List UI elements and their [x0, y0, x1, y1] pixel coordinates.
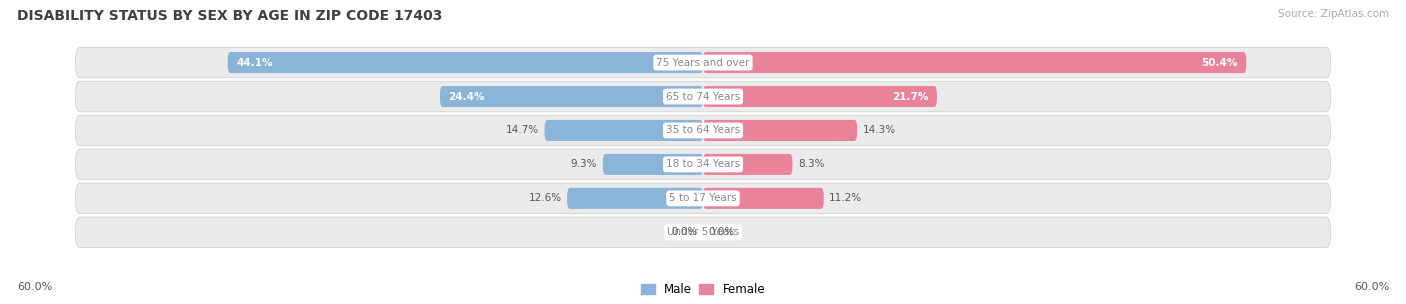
FancyBboxPatch shape: [544, 120, 703, 141]
Text: 18 to 34 Years: 18 to 34 Years: [666, 159, 740, 169]
FancyBboxPatch shape: [603, 154, 703, 175]
FancyBboxPatch shape: [703, 154, 793, 175]
Text: 75 Years and over: 75 Years and over: [657, 57, 749, 67]
FancyBboxPatch shape: [703, 52, 1246, 73]
Text: 0.0%: 0.0%: [709, 227, 735, 237]
Text: DISABILITY STATUS BY SEX BY AGE IN ZIP CODE 17403: DISABILITY STATUS BY SEX BY AGE IN ZIP C…: [17, 9, 443, 23]
Text: 12.6%: 12.6%: [529, 193, 562, 203]
Text: 14.3%: 14.3%: [862, 126, 896, 136]
FancyBboxPatch shape: [76, 149, 1330, 180]
Text: 60.0%: 60.0%: [17, 282, 52, 292]
Text: 14.7%: 14.7%: [506, 126, 538, 136]
Text: 0.0%: 0.0%: [671, 227, 697, 237]
Legend: Male, Female: Male, Female: [636, 278, 770, 300]
FancyBboxPatch shape: [703, 86, 936, 107]
Text: Source: ZipAtlas.com: Source: ZipAtlas.com: [1278, 9, 1389, 19]
FancyBboxPatch shape: [228, 52, 703, 73]
Text: 44.1%: 44.1%: [236, 57, 273, 67]
Text: 65 to 74 Years: 65 to 74 Years: [666, 92, 740, 102]
FancyBboxPatch shape: [76, 115, 1330, 146]
FancyBboxPatch shape: [567, 188, 703, 209]
FancyBboxPatch shape: [440, 86, 703, 107]
FancyBboxPatch shape: [76, 47, 1330, 78]
FancyBboxPatch shape: [703, 120, 858, 141]
Text: 5 to 17 Years: 5 to 17 Years: [669, 193, 737, 203]
FancyBboxPatch shape: [703, 188, 824, 209]
Text: Under 5 Years: Under 5 Years: [666, 227, 740, 237]
Text: 60.0%: 60.0%: [1354, 282, 1389, 292]
Text: 11.2%: 11.2%: [830, 193, 862, 203]
Text: 21.7%: 21.7%: [891, 92, 928, 102]
FancyBboxPatch shape: [76, 183, 1330, 214]
Text: 50.4%: 50.4%: [1201, 57, 1237, 67]
Text: 9.3%: 9.3%: [571, 159, 598, 169]
FancyBboxPatch shape: [76, 217, 1330, 247]
Text: 24.4%: 24.4%: [449, 92, 485, 102]
Text: 35 to 64 Years: 35 to 64 Years: [666, 126, 740, 136]
FancyBboxPatch shape: [76, 81, 1330, 112]
Text: 8.3%: 8.3%: [797, 159, 824, 169]
